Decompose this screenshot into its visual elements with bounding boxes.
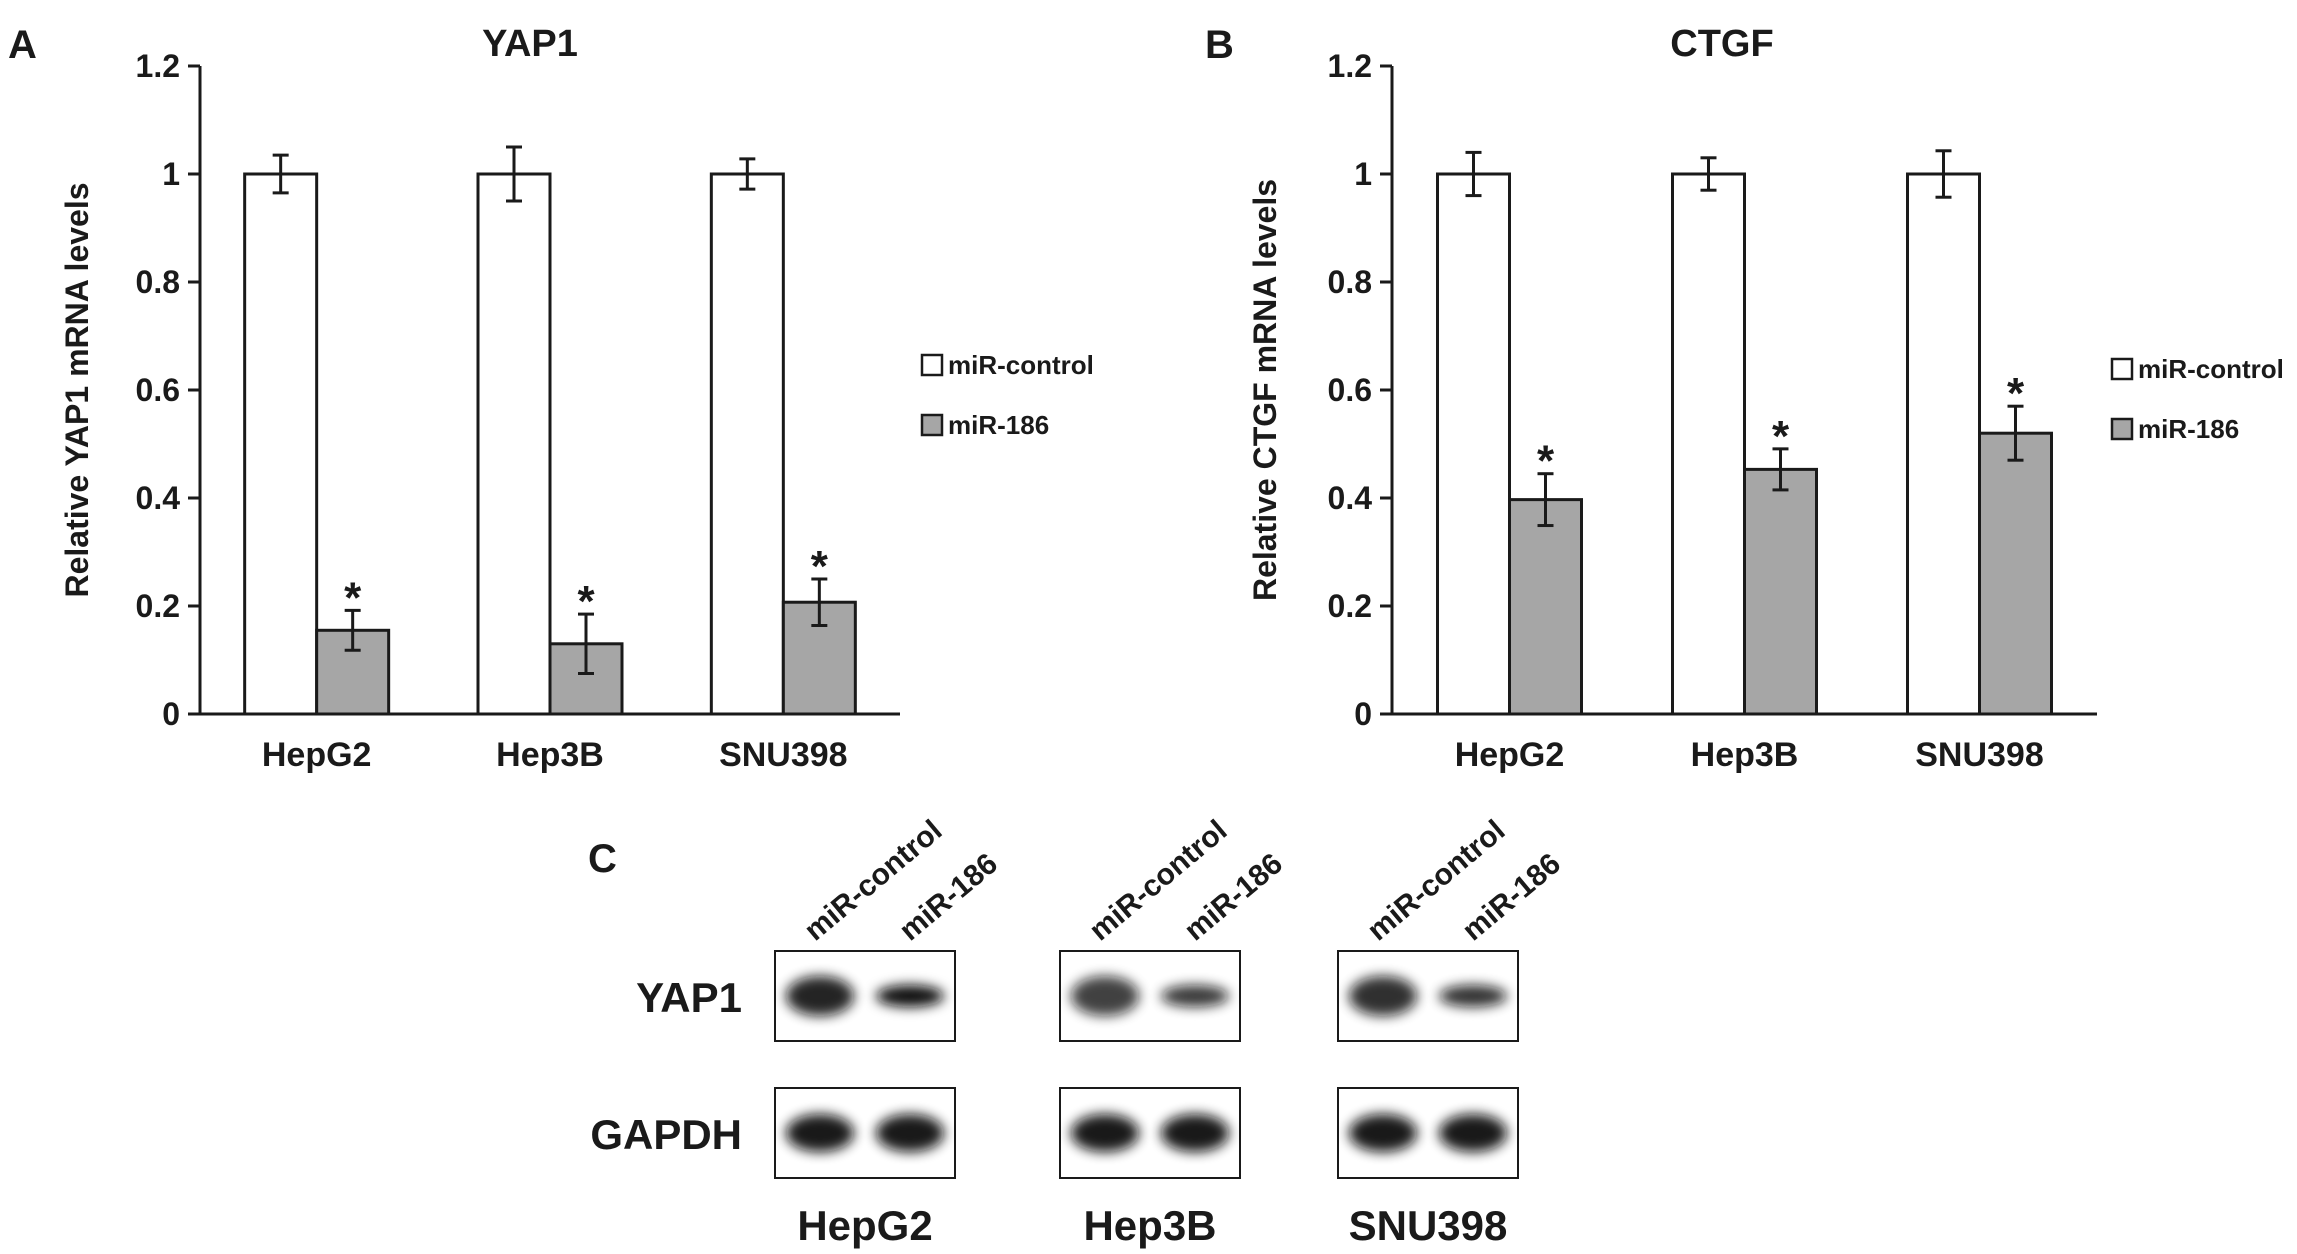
blot-band	[876, 985, 944, 1007]
chart-b-bar	[1978, 431, 2053, 716]
chart-b-x-tick-label: HepG2	[1455, 736, 1565, 774]
chart-b: CTGF Relative CTGF mRNA levels 0 0.2 0.4 0.…	[1247, 23, 2284, 774]
chart-b-significance-mark: *	[1772, 412, 1790, 461]
chart-a-x-tick-label: SNU398	[719, 736, 848, 774]
blot-band	[786, 976, 854, 1016]
blot-band	[1161, 985, 1229, 1007]
panel-b-letter: B	[1205, 23, 1234, 67]
chart-a-legend: miR-control miR-186	[920, 350, 1094, 440]
chart-b-y-tick-label: 0.4	[1328, 480, 1373, 516]
blot-band	[1161, 1114, 1229, 1152]
chart-b-y-tick-label: 1.2	[1328, 48, 1372, 84]
chart-a-x-tick-label: Hep3B	[496, 736, 604, 774]
chart-a-y-tick-label: 0.2	[136, 588, 180, 624]
chart-a-y-tick-label: 0.6	[136, 372, 180, 408]
chart-a-legend-swatch	[920, 353, 944, 377]
blot-cell-line-label: HepG2	[797, 1202, 932, 1249]
chart-a-legend-label: miR-186	[948, 410, 1049, 440]
chart-b-y-tick-label: 0.6	[1328, 372, 1372, 408]
chart-b-legend: miR-control miR-186	[2110, 354, 2284, 444]
chart-b-y-tick-label: 0	[1354, 696, 1372, 732]
chart-b-title: CTGF	[1670, 23, 1773, 65]
western-blot: YAP1GAPDHmiR-controlmiR-186HepG2miR-cont…	[590, 814, 1567, 1249]
chart-a-significance-mark: *	[811, 542, 829, 591]
chart-b-significance-mark: *	[1537, 437, 1555, 486]
chart-a-legend-label: miR-control	[948, 350, 1094, 380]
blot-band	[786, 1114, 854, 1152]
chart-a-bar	[709, 172, 785, 716]
chart-a-bar	[476, 172, 552, 716]
chart-a-title: YAP1	[482, 23, 578, 65]
chart-b-y-tick-label: 0.8	[1328, 264, 1372, 300]
chart-b-legend-label: miR-186	[2138, 414, 2239, 444]
blot-band	[1439, 985, 1507, 1007]
blot-row-label: GAPDH	[590, 1111, 742, 1158]
chart-b-y-axis-label: Relative CTGF mRNA levels	[1247, 179, 1283, 601]
chart-a-x-tick-label: HepG2	[262, 736, 372, 774]
chart-a-y-tick-label: 0	[162, 696, 180, 732]
chart-b-bar	[1743, 467, 1818, 716]
chart-a-y-tick-label: 0.8	[136, 264, 180, 300]
panel-c-letter: C	[588, 837, 617, 881]
blot-band	[1349, 976, 1417, 1016]
chart-b-bar	[1671, 172, 1746, 716]
chart-b-legend-swatch	[2110, 417, 2134, 441]
chart-b-x-tick-label: SNU398	[1915, 736, 2044, 774]
blot-band	[1439, 1114, 1507, 1152]
chart-b-bar	[1436, 172, 1511, 716]
blot-band	[1071, 1114, 1139, 1152]
chart-b-y-tick-label: 0.2	[1328, 588, 1372, 624]
panel-a-letter: A	[8, 23, 37, 67]
chart-a-y-tick-label: 1.2	[136, 48, 180, 84]
blot-band	[1349, 1114, 1417, 1152]
blot-row-label: YAP1	[636, 974, 742, 1021]
chart-b-bar	[1906, 172, 1981, 716]
blot-cell-line-label: SNU398	[1349, 1202, 1508, 1249]
chart-a-significance-mark: *	[344, 573, 362, 622]
chart-a-bar	[243, 172, 319, 716]
chart-b-bar	[1508, 498, 1583, 716]
chart-b-marks: 0 0.2 0.4 0.6 0.8 1 1.2 HepG2 * Hep3B * SNU398 *	[1328, 48, 2097, 774]
chart-b-x-tick-label: Hep3B	[1691, 736, 1799, 774]
chart-a-y-axis-label: Relative YAP1 mRNA levels	[59, 182, 95, 597]
chart-a: YAP1 Relative YAP1 mRNA levels 0 0.2 0.4 0.…	[59, 23, 1094, 774]
chart-b-legend-label: miR-control	[2138, 354, 2284, 384]
chart-a-y-tick-label: 0.4	[136, 480, 181, 516]
blot-cell-line-label: Hep3B	[1083, 1202, 1216, 1249]
chart-a-marks: 0 0.2 0.4 0.6 0.8 1 1.2 HepG2 * Hep3B * SNU398 *	[136, 48, 900, 774]
chart-b-y-tick-label: 1	[1354, 156, 1372, 192]
chart-b-significance-mark: *	[2007, 369, 2025, 418]
chart-a-significance-mark: *	[577, 577, 595, 626]
chart-a-legend-swatch	[920, 413, 944, 437]
chart-b-legend-swatch	[2110, 357, 2134, 381]
blot-band	[876, 1114, 944, 1152]
blot-band	[1071, 976, 1139, 1016]
chart-a-y-tick-label: 1	[162, 156, 180, 192]
